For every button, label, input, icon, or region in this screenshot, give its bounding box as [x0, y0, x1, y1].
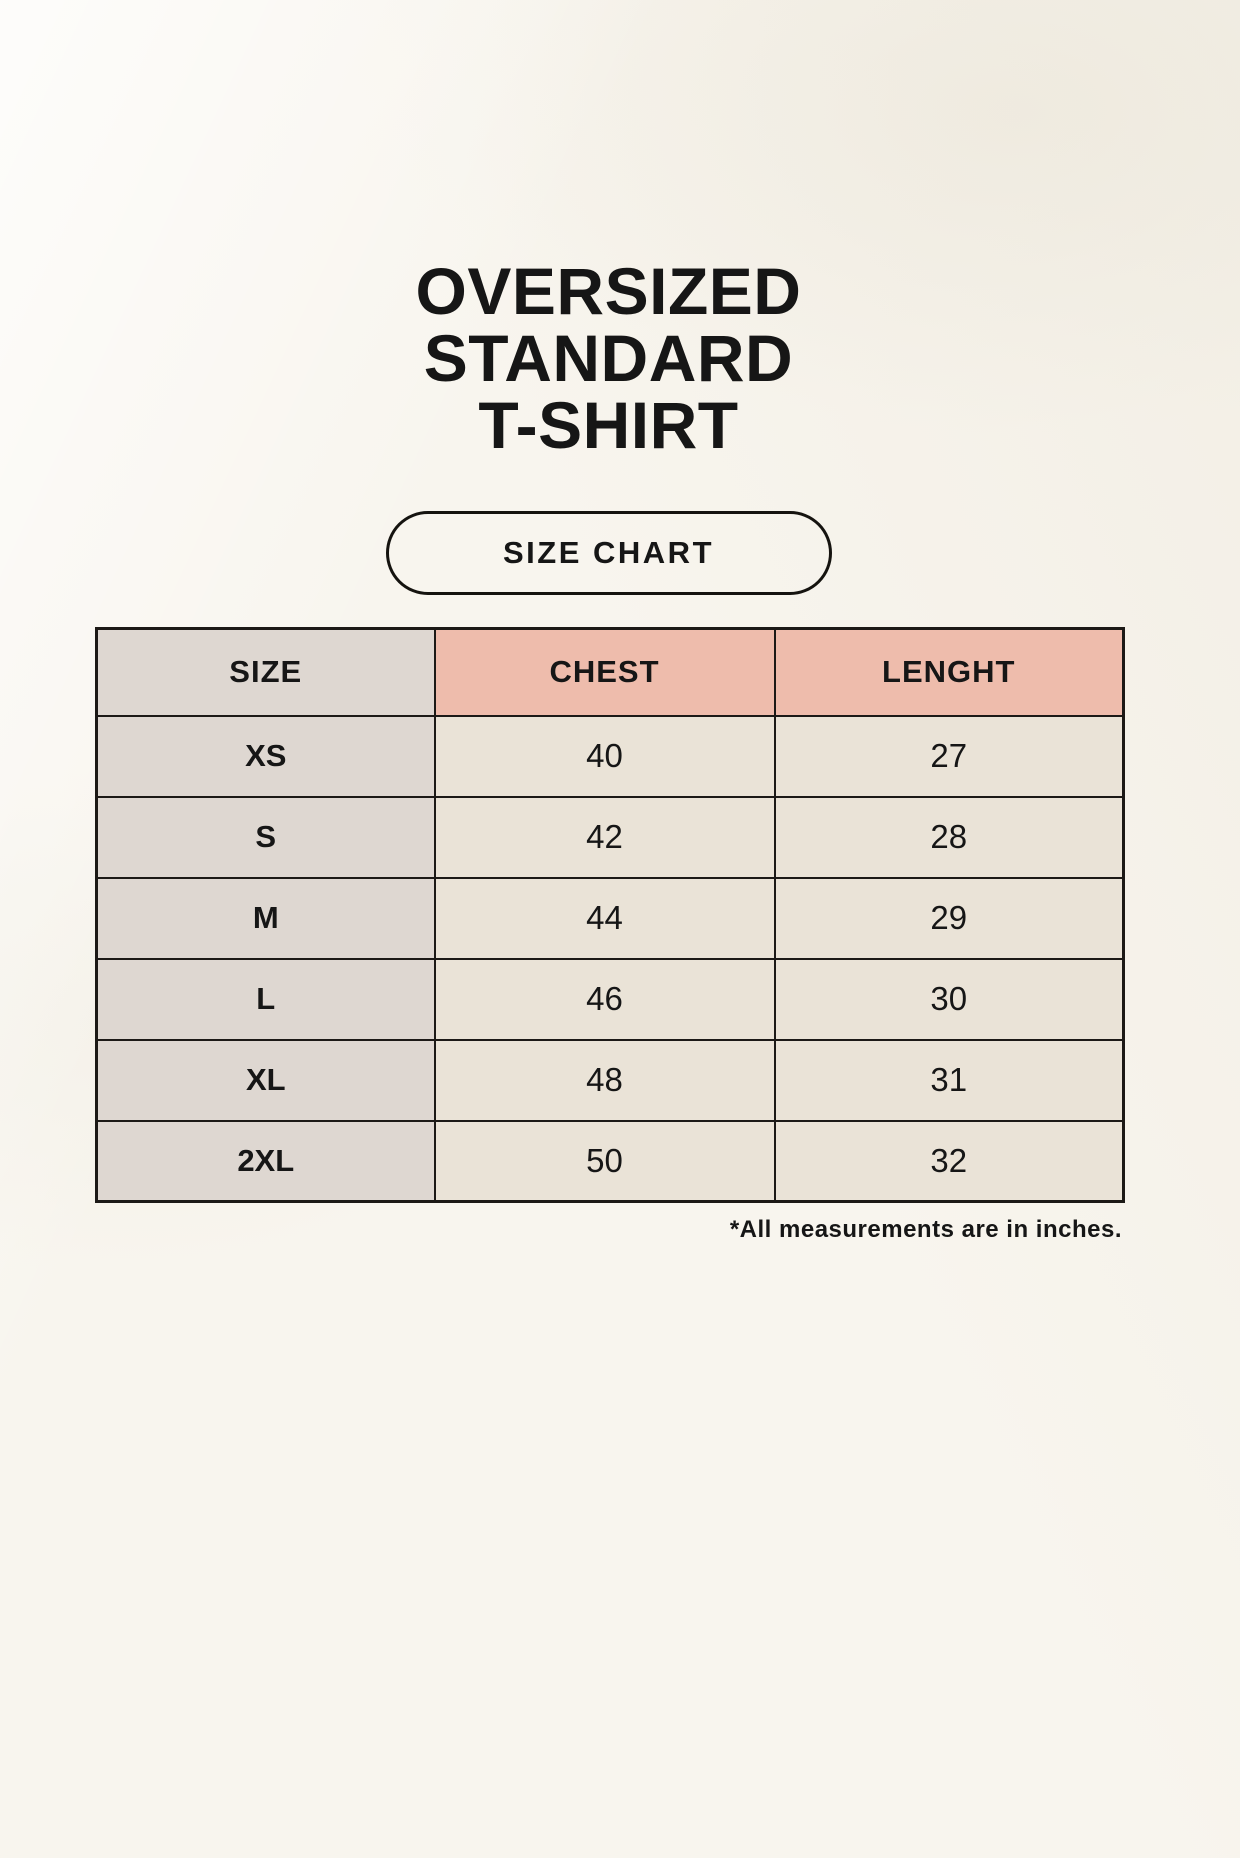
table-row: S 42 28: [95, 795, 1125, 879]
title-line-2: STANDARD: [423, 321, 794, 395]
chest-cell: 48: [433, 1038, 776, 1122]
length-cell: 28: [773, 795, 1125, 879]
table-row: XL 48 31: [95, 1038, 1125, 1122]
table-header-row: SIZE CHEST LENGHT: [95, 627, 1125, 717]
page-title: OVERSIZED STANDARD T-SHIRT: [95, 258, 1122, 459]
column-header-length: LENGHT: [773, 627, 1125, 717]
length-cell: 29: [773, 876, 1125, 960]
chest-cell: 46: [433, 957, 776, 1041]
column-header-size: SIZE: [95, 627, 436, 717]
size-cell: M: [95, 876, 436, 960]
size-chart-badge-label: SIZE CHART: [503, 535, 714, 570]
length-cell: 31: [773, 1038, 1125, 1122]
title-line-3: T-SHIRT: [478, 388, 739, 462]
size-chart-badge[interactable]: SIZE CHART: [385, 511, 832, 595]
table-row: L 46 30: [95, 957, 1125, 1041]
chest-cell: 44: [433, 876, 776, 960]
length-cell: 32: [773, 1119, 1125, 1203]
page-root: OVERSIZED STANDARD T-SHIRT SIZE CHART SI…: [95, 258, 1125, 1244]
size-cell: XS: [95, 714, 436, 798]
measurements-note: *All measurements are in inches.: [729, 1216, 1122, 1243]
size-cell: XL: [95, 1038, 436, 1122]
table-row: M 44 29: [95, 876, 1125, 960]
size-chart-table: SIZE CHEST LENGHT XS 40 27 S 42 28 M 44 …: [95, 627, 1125, 1203]
table-row: 2XL 50 32: [95, 1119, 1125, 1203]
size-cell: S: [95, 795, 436, 879]
chest-cell: 40: [433, 714, 776, 798]
title-line-1: OVERSIZED: [415, 254, 802, 328]
chest-cell: 50: [433, 1119, 776, 1203]
table-row: XS 40 27: [95, 714, 1125, 798]
size-cell: L: [95, 957, 436, 1041]
chest-cell: 42: [433, 795, 776, 879]
column-header-chest: CHEST: [433, 627, 776, 717]
length-cell: 30: [773, 957, 1125, 1041]
length-cell: 27: [773, 714, 1125, 798]
size-cell: 2XL: [95, 1119, 436, 1203]
